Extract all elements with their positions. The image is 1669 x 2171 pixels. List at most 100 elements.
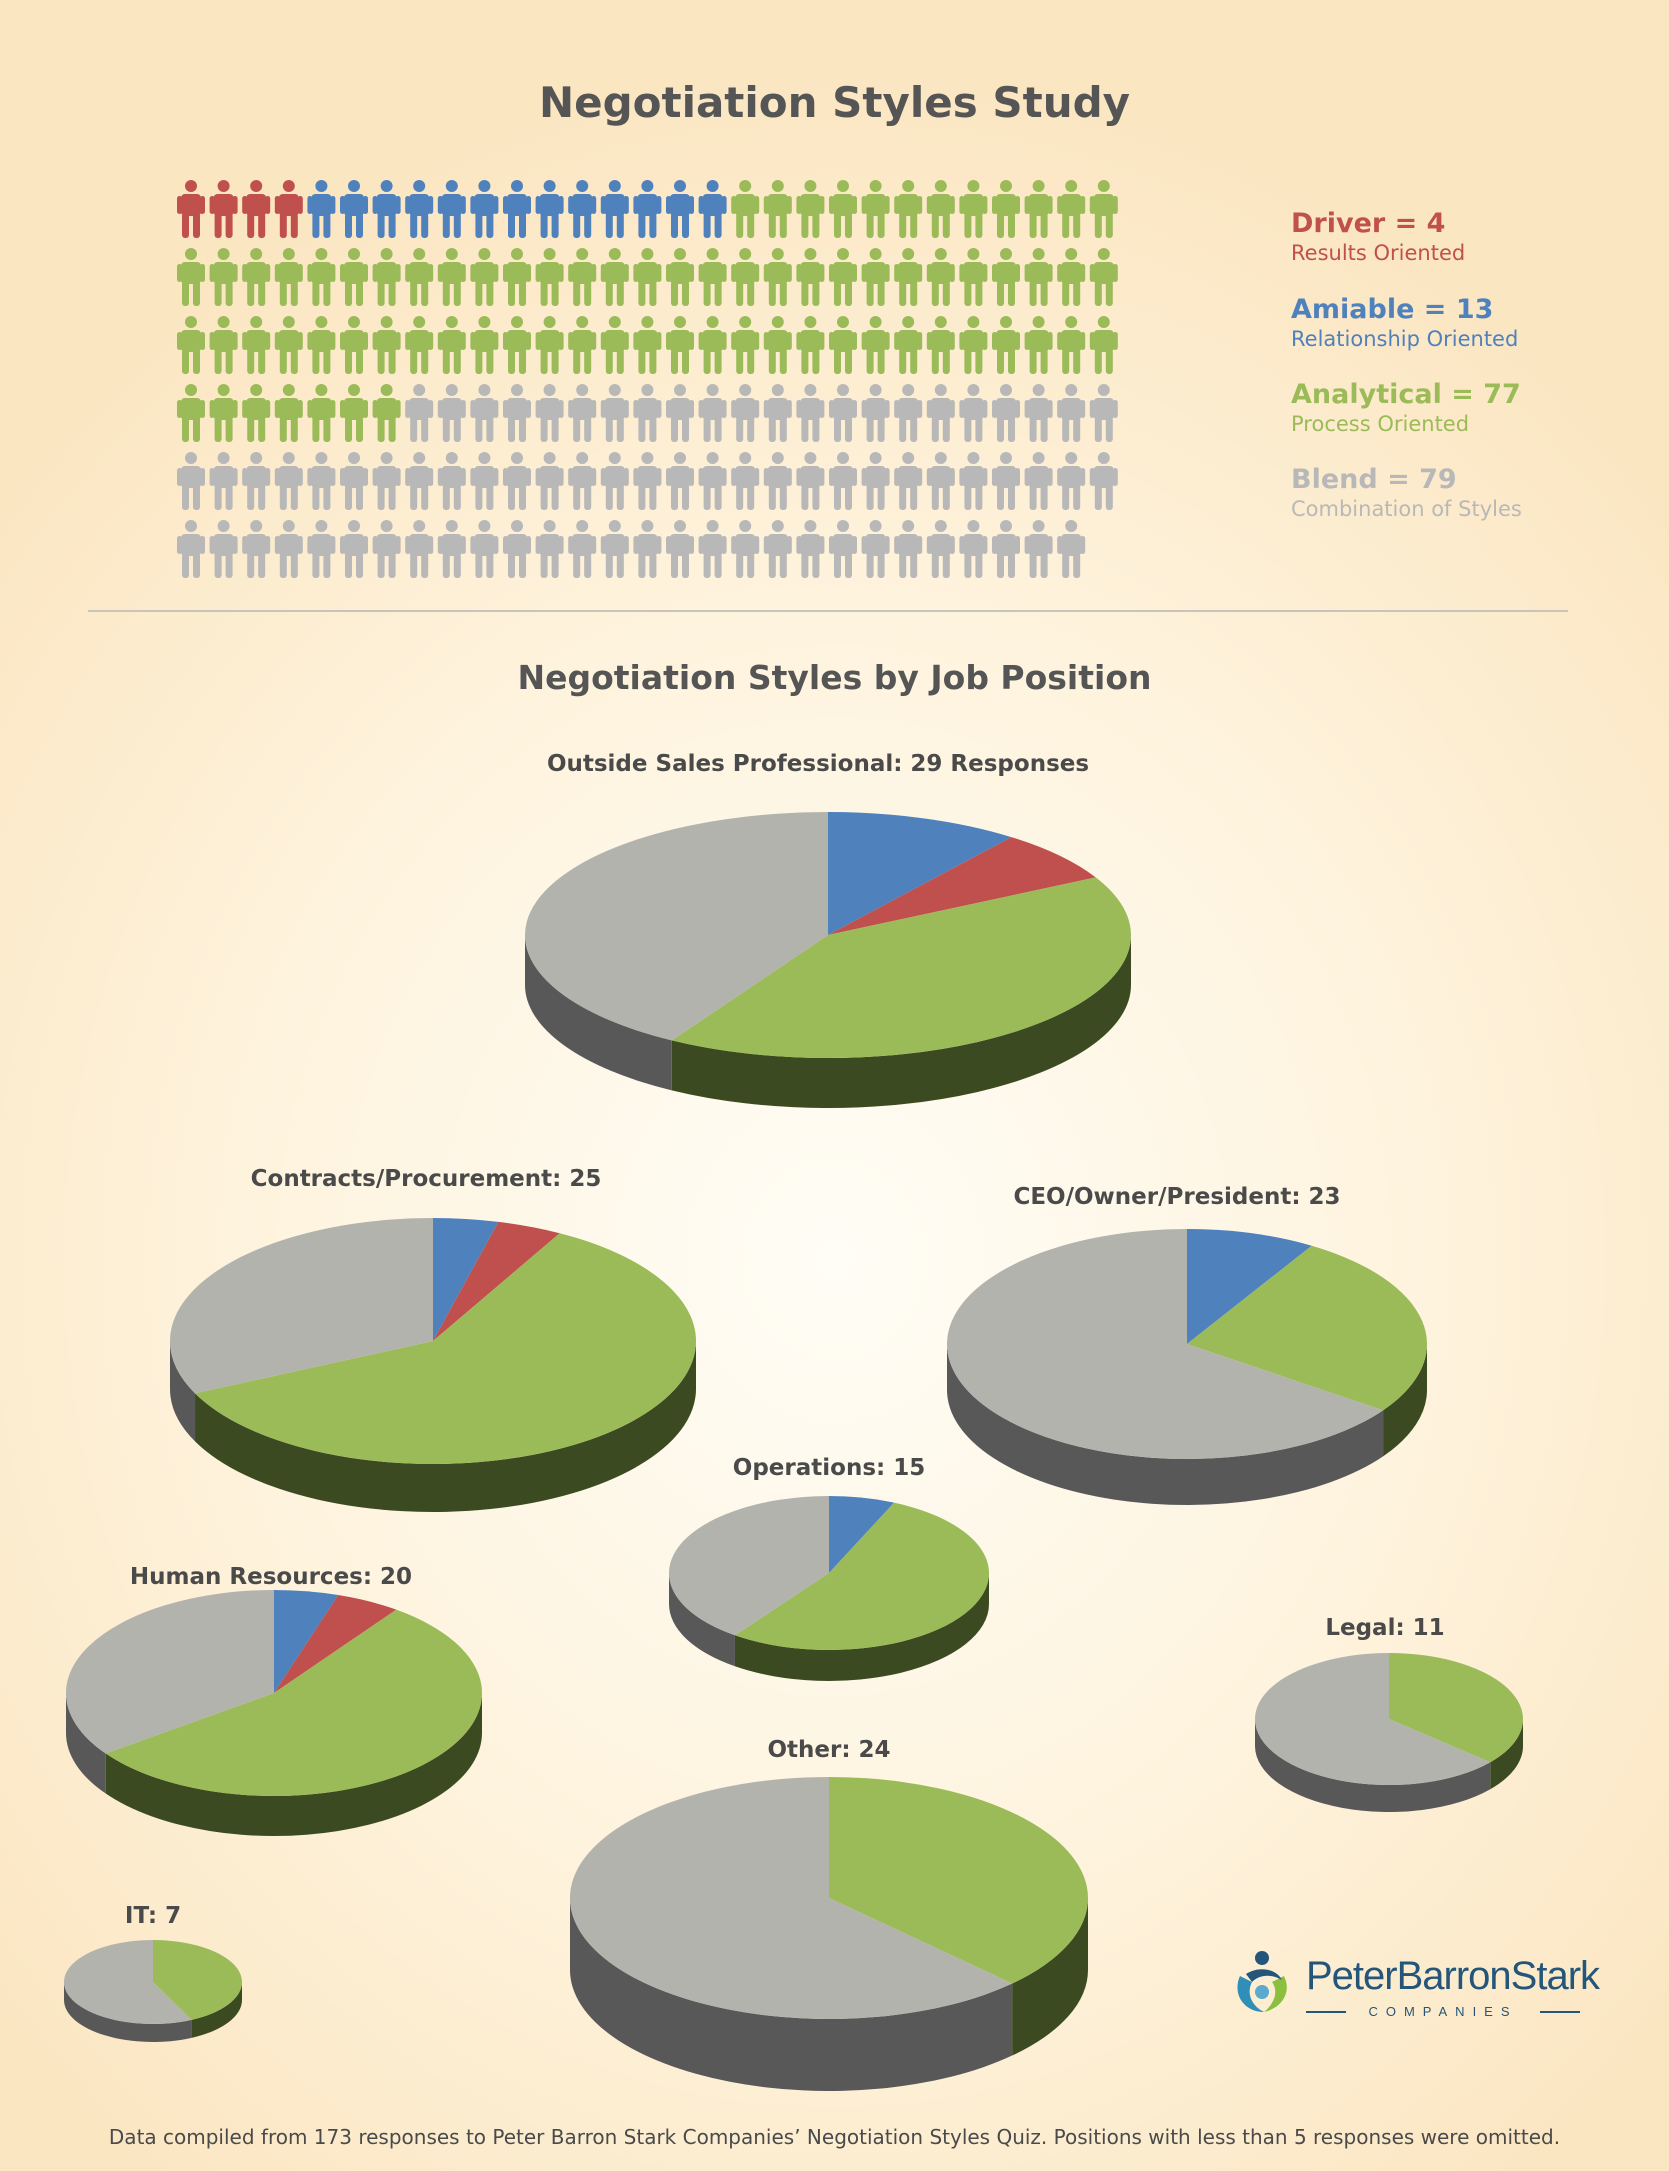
person-icon-driver <box>177 180 205 238</box>
person-icon-analytical <box>894 248 923 306</box>
person-icon-blend <box>894 452 923 510</box>
person-icon-amiable <box>600 180 629 238</box>
pie-side-analytical <box>734 1573 989 1681</box>
person-icon-blend <box>1024 520 1053 578</box>
pie-slice-analytical <box>734 1502 989 1650</box>
person-icon-blend <box>763 520 792 578</box>
person-icon-analytical <box>209 384 238 442</box>
person-icon-analytical <box>796 316 825 374</box>
pie-label-contracts: Contracts/Procurement: 25 <box>250 1166 602 1192</box>
person-icon-analytical <box>242 316 271 374</box>
person-icon-blend <box>535 520 564 578</box>
person-icon-analytical <box>992 316 1020 374</box>
person-icon-analytical <box>894 316 923 374</box>
pie-slice-blend <box>65 1590 274 1754</box>
person-icon-analytical <box>535 316 564 374</box>
person-icon-driver <box>242 180 271 238</box>
pie-slice-blend <box>525 811 828 1041</box>
person-icon-analytical <box>372 248 401 306</box>
pie-side-analytical <box>671 935 1131 1108</box>
person-icon-blend <box>1089 384 1118 442</box>
person-icon-blend <box>796 520 825 578</box>
pie-side-analytical <box>191 1982 242 2038</box>
legend-label-blend: Blend = 79 <box>1291 464 1457 495</box>
person-icon-blend <box>568 520 597 578</box>
person-icon-blend <box>861 520 890 578</box>
person-icon-analytical <box>437 248 466 306</box>
pie-slice-blend <box>947 1229 1384 1459</box>
person-icon-amiable <box>633 180 662 238</box>
person-icon-blend <box>405 452 434 510</box>
person-icon-blend <box>1024 384 1053 442</box>
person-icon-analytical <box>372 384 401 442</box>
logo-rule-right <box>1540 2011 1580 2013</box>
person-icon-blend <box>340 452 368 510</box>
person-icon-blend <box>1057 520 1086 578</box>
page-title: Negotiation Styles Study <box>538 78 1131 127</box>
person-icon-blend <box>600 384 629 442</box>
person-icon-analytical <box>796 248 825 306</box>
person-icon-analytical <box>307 316 336 374</box>
person-icon-analytical <box>340 384 368 442</box>
legend-sub-blend: Combination of Styles <box>1291 497 1522 521</box>
person-icon-analytical <box>1024 180 1053 238</box>
person-icon-analytical <box>763 316 792 374</box>
person-icon-amiable <box>698 180 727 238</box>
legend-sub-amiable: Relationship Oriented <box>1291 327 1519 351</box>
person-icon-blend <box>926 520 955 578</box>
person-icon-blend <box>992 384 1020 442</box>
legend-label-driver: Driver = 4 <box>1291 208 1446 239</box>
pie-side-blend <box>525 935 672 1091</box>
person-icon-analytical <box>763 248 792 306</box>
pie-chart-2 <box>947 1229 1428 1505</box>
person-icon-blend <box>568 452 597 510</box>
section-divider <box>88 610 1568 612</box>
logo-sub: COMPANIES <box>1368 2004 1518 2019</box>
pie-slice-analytical <box>671 877 1131 1058</box>
person-icon-blend <box>177 452 205 510</box>
person-icon-blend <box>829 452 857 510</box>
pie-slice-analytical <box>105 1609 482 1796</box>
person-icon-analytical <box>177 248 205 306</box>
person-icon-blend <box>470 384 499 442</box>
person-icon-blend <box>763 384 792 442</box>
person-icon-blend <box>959 452 988 510</box>
pie-slice-amiable <box>1187 1229 1312 1344</box>
person-icon-analytical <box>1089 316 1118 374</box>
pie-label-it: IT: 7 <box>124 1903 182 1929</box>
person-icon-analytical <box>926 316 955 374</box>
person-icon-blend <box>1057 452 1086 510</box>
person-icon-blend <box>307 520 336 578</box>
pie-label-operations: Operations: 15 <box>732 1455 926 1481</box>
person-icon-blend <box>666 384 694 442</box>
person-icon-analytical <box>1057 316 1086 374</box>
person-icon-blend <box>763 452 792 510</box>
person-icon-blend <box>437 520 466 578</box>
pie-slice-amiable <box>274 1590 339 1693</box>
person-icon-blend <box>405 384 434 442</box>
person-icon-analytical <box>437 316 466 374</box>
person-icon-analytical <box>829 248 857 306</box>
person-icon-analytical <box>1057 248 1086 306</box>
person-icon-blend <box>959 520 988 578</box>
person-icon-blend <box>633 452 662 510</box>
person-icon-analytical <box>568 316 597 374</box>
person-icon-analytical <box>666 248 694 306</box>
person-icon-blend <box>1057 384 1086 442</box>
person-icon-analytical <box>861 180 890 238</box>
legend-sub-analytical: Process Oriented <box>1291 412 1470 436</box>
person-icon-amiable <box>666 180 694 238</box>
pie-label-human-resources: Human Resources: 20 <box>129 1564 413 1590</box>
person-icon-blend <box>861 384 890 442</box>
person-icon-blend <box>698 452 727 510</box>
person-icon-analytical <box>405 248 434 306</box>
person-icon-blend <box>503 452 531 510</box>
person-icon-blend <box>666 452 694 510</box>
section-title: Negotiation Styles by Job Position <box>517 658 1152 697</box>
pie-side-analytical <box>105 1693 483 1837</box>
person-icon-analytical <box>731 316 760 374</box>
person-icon-analytical <box>274 248 303 306</box>
person-icon-blend <box>796 452 825 510</box>
person-icon-analytical <box>209 316 238 374</box>
person-icon-analytical <box>568 248 597 306</box>
